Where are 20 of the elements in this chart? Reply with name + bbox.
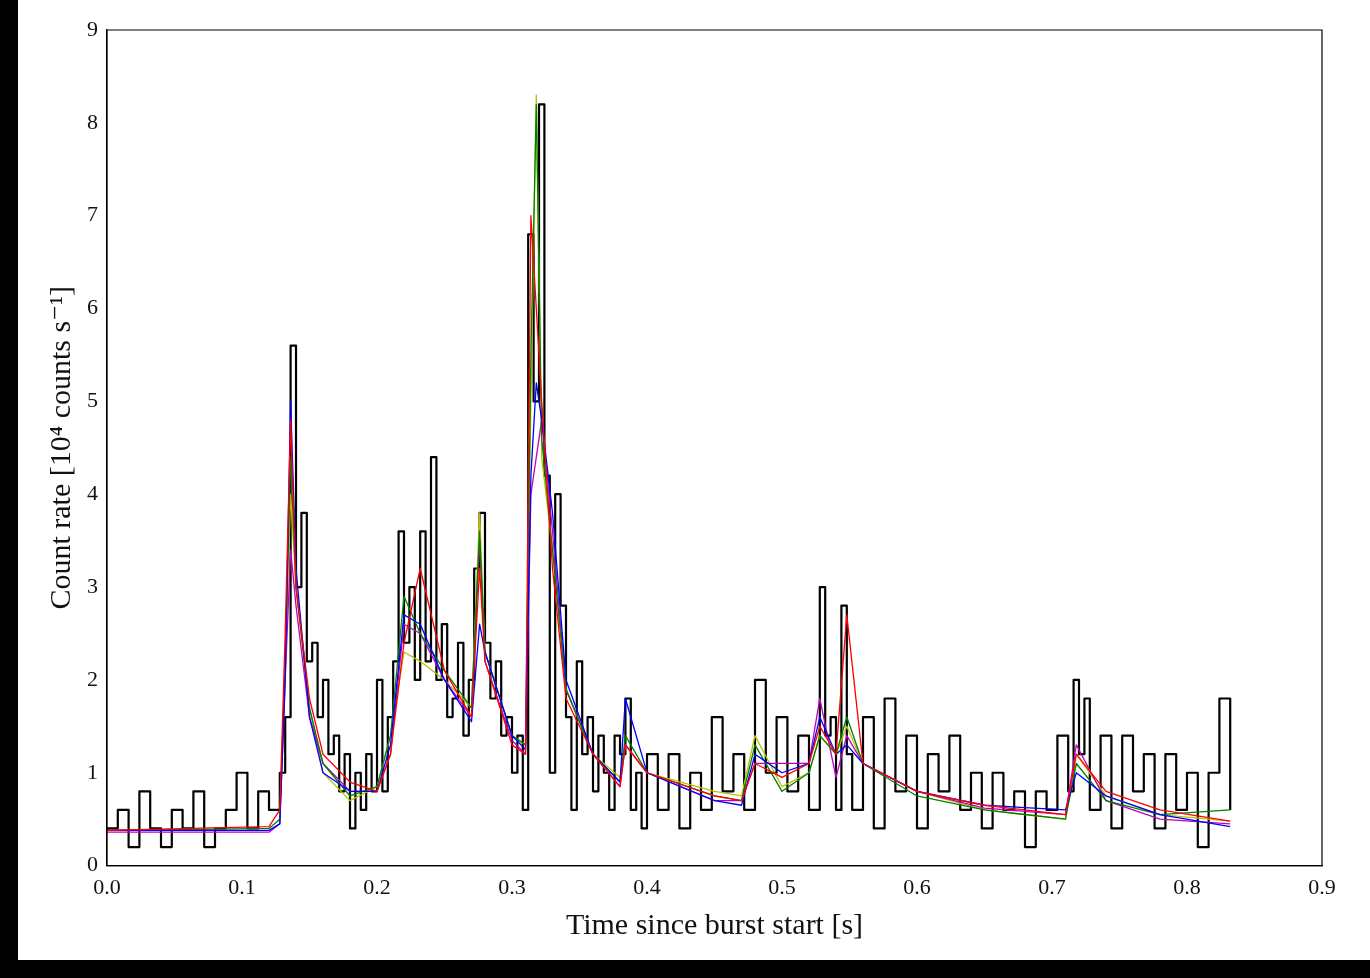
x-tick-label: 0.2 <box>363 873 391 899</box>
y-tick-label: 8 <box>87 108 98 134</box>
y-tick-label: 1 <box>87 758 98 784</box>
x-tick-label: 0.4 <box>633 873 661 899</box>
y-tick-label: 5 <box>87 387 98 413</box>
y-tick-label: 3 <box>87 572 98 598</box>
x-tick-label: 0.1 <box>228 873 256 899</box>
x-tick-label: 0.9 <box>1308 873 1336 899</box>
x-tick-label: 0.3 <box>498 873 526 899</box>
x-tick-label: 0.7 <box>1038 873 1066 899</box>
y-axis-title: Count rate [10⁴ counts s⁻¹] <box>42 286 76 610</box>
y-tick-label: 7 <box>87 201 98 227</box>
y-tick-label: 2 <box>87 665 98 691</box>
y-tick-label: 9 <box>87 15 98 41</box>
y-tick-label: 4 <box>87 480 98 505</box>
x-axis-title: Time since burst start [s] <box>565 906 864 940</box>
x-tick-label: 0.8 <box>1173 873 1201 899</box>
x-tick-label: 0.5 <box>768 873 796 899</box>
x-tick-label: 0.6 <box>903 873 931 899</box>
y-tick-label: 6 <box>87 294 98 320</box>
